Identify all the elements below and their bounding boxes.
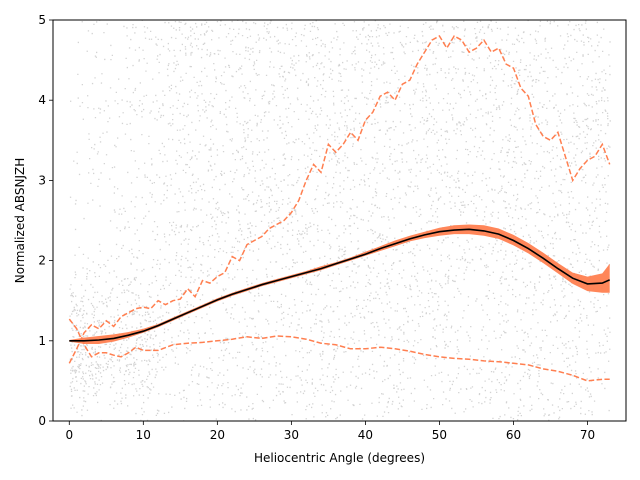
x-axis: 0 10 20 30 40 50 60 70 [65, 421, 595, 442]
x-tick-label: 10 [136, 428, 151, 442]
y-tick-label: 0 [38, 414, 46, 428]
y-tick-label: 3 [38, 173, 46, 187]
upper-percentile-line [68, 34, 611, 364]
x-tick-label: 30 [284, 428, 299, 442]
y-axis-label: Normalized ABSNJZH [13, 158, 27, 283]
series-layer [68, 34, 611, 382]
lower-percentile-line [68, 318, 610, 382]
x-tick-label: 70 [580, 428, 595, 442]
x-tick-label: 20 [210, 428, 225, 442]
y-tick-label: 5 [38, 13, 46, 27]
y-axis: 0 1 2 3 4 5 [38, 13, 53, 428]
x-tick-label: 40 [358, 428, 373, 442]
y-tick-label: 1 [38, 334, 46, 348]
x-tick-label: 50 [432, 428, 447, 442]
plot-frame [52, 19, 627, 422]
x-axis-label: Heliocentric Angle (degrees) [254, 451, 425, 465]
y-tick-label: 2 [38, 254, 46, 268]
y-tick-label: 4 [38, 93, 46, 107]
mean-fit-line [69, 228, 611, 342]
x-tick-label: 60 [506, 428, 521, 442]
x-tick-label: 0 [65, 428, 73, 442]
